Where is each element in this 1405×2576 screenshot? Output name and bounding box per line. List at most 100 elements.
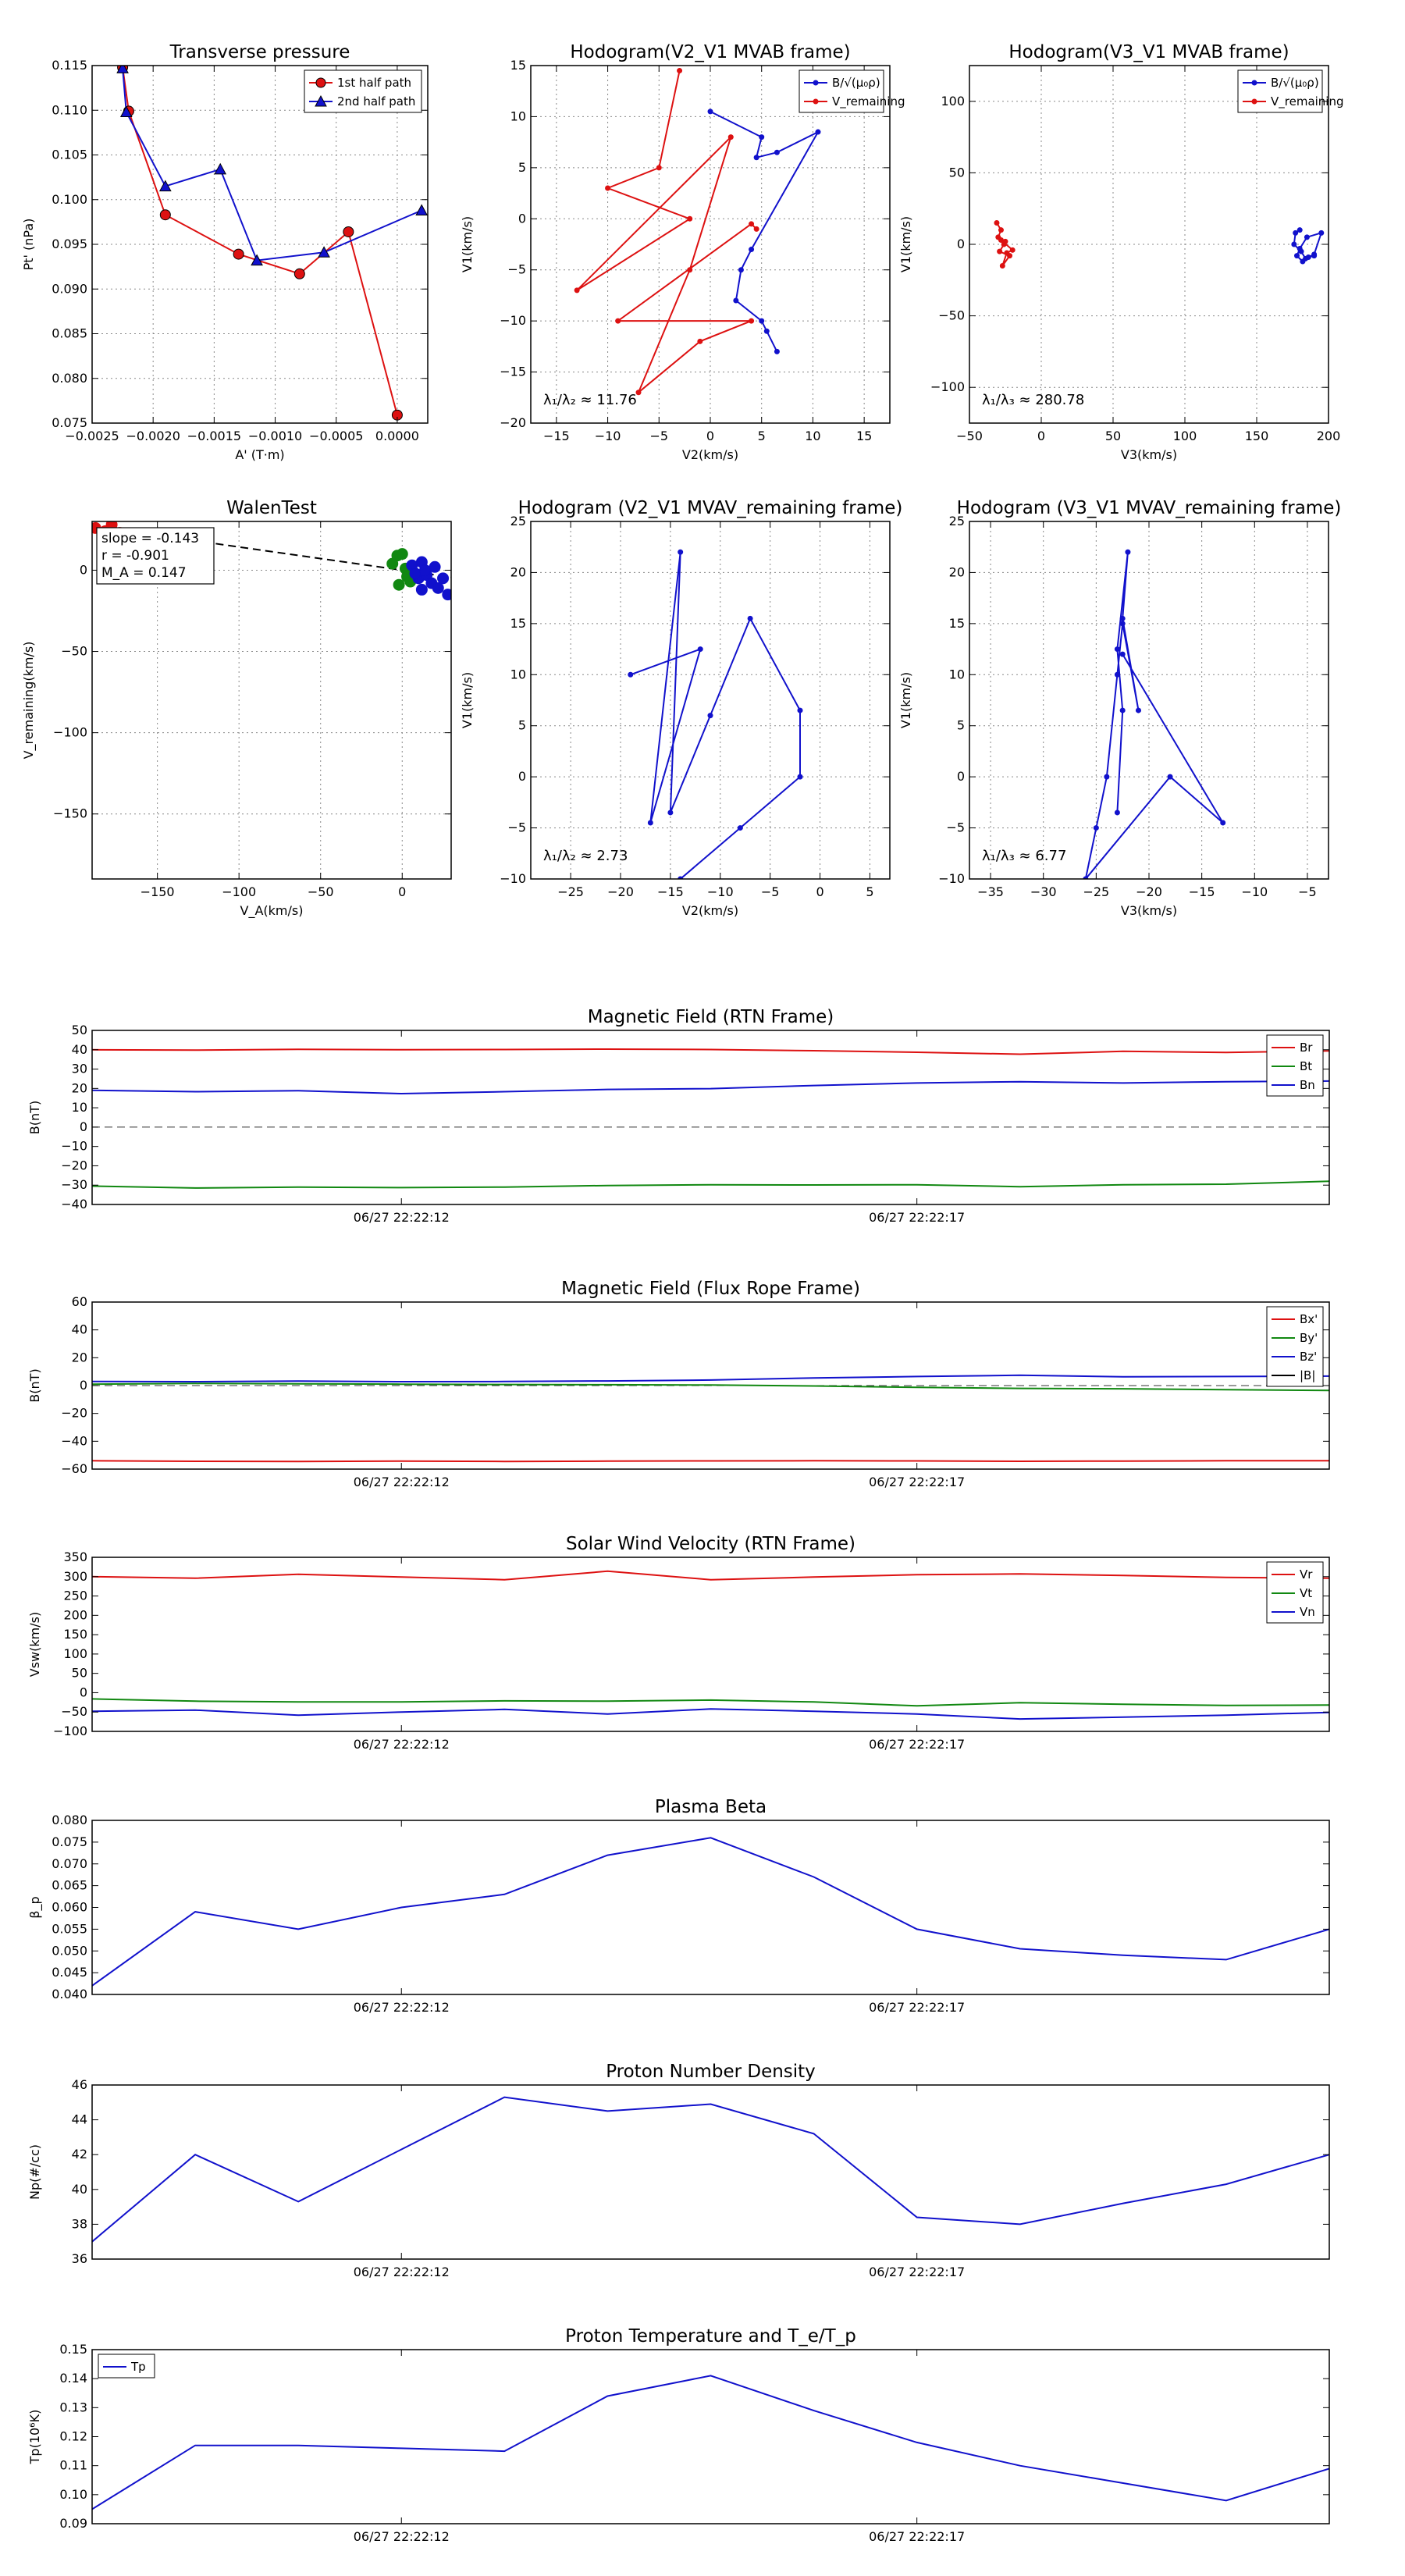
axes-frame bbox=[91, 65, 429, 424]
x-tick-label: 06/27 22:22:12 bbox=[354, 1210, 450, 1225]
data-point bbox=[1119, 615, 1126, 621]
y-tick-label: 20 bbox=[949, 564, 965, 579]
chart-title: Transverse pressure bbox=[169, 42, 350, 62]
x-tick-label: 5 bbox=[866, 884, 873, 899]
y-tick-label: 250 bbox=[63, 1589, 87, 1603]
y-tick-label: 0 bbox=[80, 1685, 87, 1699]
y-tick-label: 0.055 bbox=[52, 1921, 87, 1936]
y-tick-label: −10 bbox=[938, 871, 965, 886]
y-tick-label: −100 bbox=[930, 379, 965, 394]
data-point bbox=[1009, 247, 1016, 253]
chart-title: Hodogram (V3_V1 MVAV_remaining frame) bbox=[957, 498, 1342, 518]
chart-ts5: 06/27 22:22:12 06/27 22:22:17 36 38 40 42 44 46… bbox=[27, 2062, 1330, 2279]
y-axis-label: V1(km/s) bbox=[898, 216, 913, 272]
series-bt bbox=[92, 1180, 1329, 1189]
x-tick-label: −10 bbox=[1241, 884, 1268, 899]
legend-label: Bx' bbox=[1300, 1312, 1318, 1326]
legend: Bx' By' Bz' |B| bbox=[1266, 1306, 1324, 1387]
annotation-text: r = -0.901 bbox=[101, 548, 169, 564]
x-axis-label: V3(km/s) bbox=[1121, 903, 1177, 918]
data-point bbox=[393, 578, 405, 591]
data-point bbox=[1002, 238, 1008, 244]
y-tick-label: −20 bbox=[61, 1406, 87, 1421]
y-tick-label: 0.060 bbox=[52, 1900, 87, 1915]
y-tick-label: 0.13 bbox=[59, 2400, 87, 2414]
data-point bbox=[815, 129, 821, 135]
legend: Tp bbox=[98, 2354, 155, 2379]
y-tick-label: 0.095 bbox=[52, 237, 87, 251]
annotation-text: λ₁/λ₃ ≈ 6.77 bbox=[982, 848, 1066, 864]
x-tick-label: 0.0000 bbox=[375, 429, 419, 443]
y-tick-label: −50 bbox=[938, 308, 965, 323]
y-tick-label: 50 bbox=[72, 1023, 87, 1037]
series-line bbox=[92, 1180, 1329, 1189]
series-line bbox=[92, 1080, 1329, 1095]
chart-title: Hodogram (V2_V1 MVAV_remaining frame) bbox=[518, 498, 903, 518]
legend-label: Bt bbox=[1300, 1059, 1312, 1073]
series-v-remaining bbox=[574, 68, 759, 396]
data-point bbox=[1104, 774, 1110, 780]
y-tick-label: 0.065 bbox=[52, 1878, 87, 1893]
y-tick-label: −60 bbox=[61, 1461, 87, 1476]
grid-wt bbox=[92, 521, 451, 879]
chart-h4: −35 −30 −25 −20 −15 −10 −5 −10 −5 0 5 10 15 20 25Hodog… bbox=[898, 498, 1341, 918]
series-tp bbox=[92, 2375, 1329, 2510]
y-tick-label: 0.040 bbox=[52, 1987, 87, 2001]
legend-marker bbox=[315, 77, 326, 88]
y-tick-label: 10 bbox=[510, 667, 526, 681]
chart-title: Magnetic Field (Flux Rope Frame) bbox=[561, 1279, 860, 1299]
data-point bbox=[1119, 707, 1126, 713]
y-tick-label: 44 bbox=[72, 2112, 87, 2127]
x-tick-label: −0.0005 bbox=[309, 429, 363, 443]
data-point bbox=[994, 220, 1000, 226]
y-tick-label: 0 bbox=[80, 1119, 87, 1134]
x-tick-label: 06/27 22:22:17 bbox=[869, 2529, 965, 2544]
y-axis-label: β_p bbox=[27, 1896, 43, 1918]
legend-label: Tp bbox=[130, 2360, 146, 2374]
legend-label: Bz' bbox=[1300, 1350, 1317, 1364]
legend: B/√(μ₀ρ) V_remaining bbox=[799, 69, 905, 113]
data-point bbox=[749, 318, 755, 324]
y-tick-label: 0.12 bbox=[59, 2429, 87, 2444]
y-tick-label: 0.085 bbox=[52, 326, 87, 341]
x-tick-label: −15 bbox=[543, 429, 570, 443]
x-tick-label: 150 bbox=[1245, 429, 1269, 443]
annotation-text: λ₁/λ₂ ≈ 2.73 bbox=[543, 848, 628, 864]
x-tick-label: 100 bbox=[1173, 429, 1197, 443]
legend-label: V_remaining bbox=[1271, 94, 1344, 109]
y-tick-label: 42 bbox=[72, 2147, 87, 2161]
legend-marker bbox=[1251, 80, 1257, 86]
data-point bbox=[1004, 250, 1010, 256]
data-point bbox=[1300, 258, 1306, 265]
series-vn bbox=[92, 1708, 1329, 1720]
series-beta bbox=[92, 1837, 1329, 1987]
y-tick-label: 100 bbox=[63, 1646, 87, 1661]
y-axis-label: Tp(10⁶K) bbox=[27, 2410, 42, 2465]
y-tick-label: −5 bbox=[507, 262, 526, 277]
data-point bbox=[999, 262, 1005, 269]
data-point bbox=[1304, 234, 1310, 240]
chart-ts4: 06/27 22:22:12 06/27 22:22:17 0.040 0.045 0.… bbox=[27, 1797, 1330, 2015]
series-line bbox=[630, 552, 801, 879]
data-point bbox=[998, 237, 1004, 244]
y-tick-label: −5 bbox=[946, 820, 965, 835]
y-tick-label: 0.100 bbox=[52, 192, 87, 207]
y-tick-label: 40 bbox=[72, 1322, 87, 1337]
grid-h4 bbox=[969, 521, 1329, 879]
y-tick-label: 20 bbox=[72, 1080, 87, 1095]
data-point bbox=[738, 267, 744, 273]
x-tick-label: 06/27 22:22:17 bbox=[869, 1210, 965, 1225]
legend-marker bbox=[813, 80, 819, 86]
legend: 1st half path 2nd half path bbox=[304, 69, 422, 113]
y-tick-label: 0 bbox=[518, 211, 526, 226]
data-point bbox=[774, 348, 780, 354]
data-point bbox=[429, 560, 441, 573]
x-tick-label: 06/27 22:22:17 bbox=[869, 2000, 965, 2015]
chart-title: Hodogram(V2_V1 MVAB frame) bbox=[570, 42, 850, 62]
y-tick-label: 150 bbox=[63, 1627, 87, 1642]
x-tick-label: −35 bbox=[977, 884, 1004, 899]
data-point bbox=[116, 66, 129, 73]
legend-label: Vr bbox=[1300, 1567, 1313, 1582]
x-tick-label: −20 bbox=[607, 884, 634, 899]
